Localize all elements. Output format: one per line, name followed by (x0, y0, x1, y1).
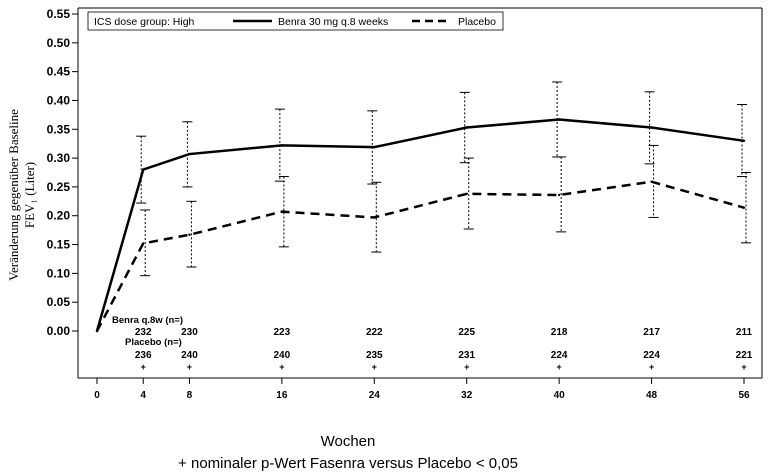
data-point (188, 233, 191, 236)
data-point (557, 193, 561, 197)
x-tick-label: 48 (646, 390, 658, 401)
n-table-value: 224 (643, 350, 660, 361)
data-point (280, 210, 284, 213)
y-tick-label: 0.15 (47, 238, 71, 252)
series-line-benra (95, 118, 745, 332)
y-tick-label: 0.00 (47, 324, 71, 338)
y-tick-label: 0.05 (47, 295, 71, 309)
data-point (465, 126, 468, 129)
significance-marker: + (279, 362, 284, 372)
y-tick-label: 0.40 (47, 93, 71, 107)
n-table-value: 224 (551, 350, 568, 361)
x-tick-label: 40 (554, 390, 566, 401)
y-tick-label: 0.45 (47, 65, 71, 79)
data-point (188, 152, 191, 156)
n-table-value: 236 (135, 350, 152, 361)
n-table-value: 218 (551, 327, 568, 338)
y-tick-label: 0.30 (47, 151, 71, 165)
data-point (142, 242, 145, 245)
n-table-value: 230 (181, 327, 198, 338)
x-tick-label: 56 (738, 390, 750, 401)
significance-marker: + (649, 362, 654, 372)
n-table: Benra q.8w (n=) Placebo (n=) 232 230 223 22… (112, 315, 753, 372)
y-tick-label: 0.10 (47, 266, 71, 280)
x-tick-label: 4 (140, 390, 146, 401)
y-axis-label-line2: FEV₁ (Liter) (22, 162, 37, 228)
y-axis-label-line1: Veränderung gegenüber Baseline (6, 109, 21, 281)
n-table-value: 235 (366, 350, 383, 361)
x-tick-label: 32 (461, 390, 473, 401)
x-tick-label: 24 (369, 390, 381, 401)
significance-marker: + (557, 362, 562, 372)
n-table-value: 211 (736, 327, 753, 338)
data-point (95, 329, 99, 333)
significance-marker: + (741, 362, 746, 372)
y-tick-label: 0.35 (47, 122, 71, 136)
n-table-value: 222 (366, 327, 383, 338)
n-table-value: 240 (274, 350, 291, 361)
data-point (742, 206, 746, 209)
n-table-value: 231 (458, 350, 475, 361)
x-axis-ticks: 0 4 8 16 24 32 40 48 56 (94, 378, 750, 401)
data-point (650, 180, 653, 183)
y-tick-label: 0.55 (47, 7, 71, 21)
data-point (373, 216, 376, 219)
significance-marker: + (187, 362, 192, 372)
x-tick-label: 0 (94, 390, 100, 401)
footnote: + nominaler p-Wert Fasenra versus Placeb… (178, 455, 518, 472)
significance-marker: + (141, 362, 146, 372)
series-lines (95, 118, 746, 333)
data-point (142, 168, 145, 171)
data-point (373, 145, 376, 149)
significance-marker: + (372, 362, 377, 372)
series-line-placebo (95, 180, 745, 332)
n-table-value: 225 (458, 327, 475, 338)
n-table-value: 221 (736, 350, 753, 361)
x-axis-label: Wochen (321, 433, 376, 450)
y-tick-label: 0.20 (47, 209, 71, 223)
legend-entry-benra: Benra 30 mg q.8 weeks (278, 16, 388, 28)
legend: ICS dose group: High Benra 30 mg q.8 wee… (87, 11, 504, 31)
data-point (280, 144, 284, 147)
x-tick-label: 8 (187, 390, 193, 401)
data-point (650, 126, 653, 129)
n-table-row-label-placebo: Placebo (n=) (125, 337, 182, 348)
error-bars (136, 81, 751, 277)
legend-box (87, 11, 504, 31)
y-tick-label: 0.25 (47, 180, 71, 194)
n-table-value: 223 (274, 327, 291, 338)
x-tick-label: 16 (276, 390, 288, 401)
data-point (557, 118, 561, 121)
legend-entry-placebo: Placebo (458, 16, 496, 28)
n-table-value: 240 (181, 350, 198, 361)
n-table-value: 217 (643, 327, 660, 338)
y-tick-label: 0.50 (47, 36, 71, 50)
n-table-value: 232 (135, 327, 152, 338)
data-point (742, 139, 746, 142)
significance-marker: + (464, 362, 469, 372)
y-axis-label: Veränderung gegenüber Baseline FEV₁ (Lit… (6, 109, 37, 281)
y-axis-ticks: 0.00 0.05 0.10 0.15 0.20 0.25 0.30 0.35 0.40 0.45… (47, 7, 78, 338)
data-point (465, 192, 468, 196)
legend-group-label: ICS dose group: High (94, 16, 195, 28)
n-table-row-label-benra: Benra q.8w (n=) (112, 315, 183, 326)
